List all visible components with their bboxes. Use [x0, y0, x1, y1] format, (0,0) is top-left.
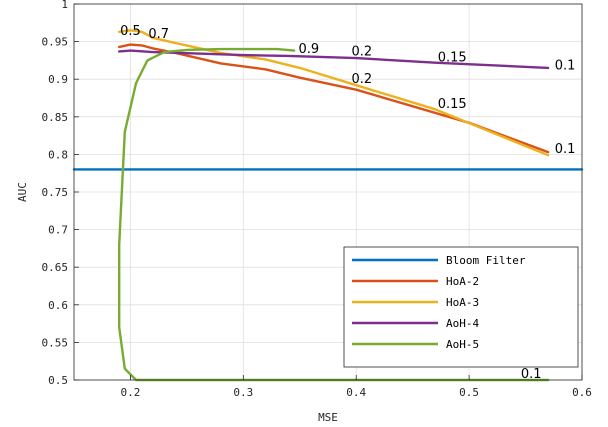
x-tick-label: 0.3 [233, 386, 253, 399]
legend-label-bloom-filter: Bloom Filter [446, 254, 526, 267]
data-point-annotation: 0.9 [298, 42, 319, 57]
y-tick-label: 0.9 [48, 73, 68, 86]
y-tick-label: 0.6 [48, 299, 68, 312]
y-tick-label: 0.55 [42, 336, 69, 349]
series-line-aoh-4 [117, 49, 550, 70]
data-point-annotation: 0.15 [438, 97, 467, 112]
y-tick-label: 0.8 [48, 148, 68, 161]
legend: Bloom Filter HoA-2 HoA-3 AoH-4 AoH-5 [343, 246, 579, 368]
grid [74, 3, 583, 381]
series-layer [72, 29, 584, 382]
data-point-annotation: 0.15 [438, 50, 467, 65]
legend-label-hoa-3: HoA-3 [446, 296, 479, 309]
legend-box [343, 246, 579, 368]
axis-ticks: 0.2 0.3 0.4 0.5 0.6 0.5 0.55 0.6 0.65 0.7 0.75 0.8 0… [42, 0, 592, 399]
series-line-hoa-2 [117, 43, 550, 154]
data-point-annotation: 0.1 [555, 142, 576, 157]
series-line-hoa-3 [117, 29, 550, 157]
annotations: 0.5 0.7 0.9 0.2 0.15 0.1 0.2 0.15 0.1 0.1 [120, 24, 575, 382]
data-point-annotation: 0.5 [120, 24, 141, 39]
y-tick-label: 0.85 [42, 111, 69, 124]
y-tick-label: 0.65 [42, 261, 69, 274]
y-tick-label: 0.75 [42, 186, 69, 199]
data-point-annotation: 0.2 [352, 72, 373, 87]
data-point-annotation: 0.1 [521, 367, 542, 382]
legend-label-aoh-4: AoH-4 [446, 317, 479, 330]
x-tick-label: 0.6 [572, 386, 592, 399]
y-tick-label: 0.5 [48, 374, 68, 387]
x-tick-label: 0.4 [346, 386, 366, 399]
legend-label-hoa-2: HoA-2 [446, 275, 479, 288]
legend-label-aoh-5: AoH-5 [446, 338, 479, 351]
y-tick-label: 0.95 [42, 36, 69, 49]
y-tick-label: 1 [61, 0, 68, 11]
y-tick-label: 0.7 [48, 224, 68, 237]
y-axis-label: AUC [16, 182, 29, 202]
x-tick-label: 0.2 [121, 386, 141, 399]
data-point-annotation: 0.2 [352, 44, 373, 59]
x-tick-label: 0.5 [459, 386, 479, 399]
x-axis-label: MSE [318, 411, 338, 424]
data-point-annotation: 0.1 [555, 59, 576, 74]
data-point-annotation: 0.7 [148, 27, 169, 42]
series-line-aoh-5 [117, 47, 550, 382]
